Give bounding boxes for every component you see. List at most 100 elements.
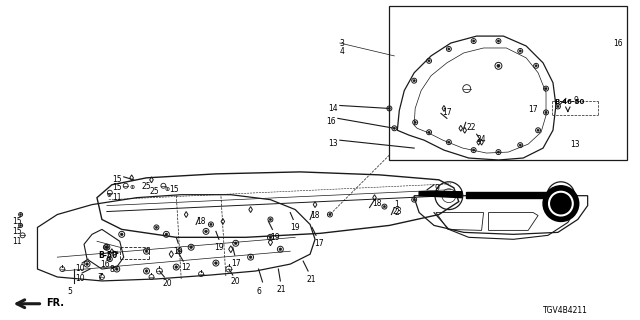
- Text: 17: 17: [314, 239, 324, 248]
- Circle shape: [249, 256, 252, 259]
- Circle shape: [543, 186, 579, 221]
- Circle shape: [497, 151, 500, 153]
- Circle shape: [269, 236, 272, 239]
- Text: 15: 15: [13, 228, 22, 236]
- Circle shape: [413, 198, 415, 201]
- Text: 4: 4: [340, 47, 345, 56]
- Text: 23: 23: [392, 207, 402, 216]
- Circle shape: [557, 105, 559, 108]
- Circle shape: [210, 223, 212, 226]
- Circle shape: [497, 64, 500, 68]
- Text: 2: 2: [394, 208, 399, 217]
- Text: 17: 17: [231, 259, 241, 268]
- Circle shape: [190, 246, 193, 249]
- Text: 16: 16: [613, 39, 623, 48]
- Text: 10: 10: [75, 274, 84, 283]
- Text: 5: 5: [67, 287, 72, 296]
- Text: 16: 16: [326, 117, 335, 126]
- Text: 6: 6: [257, 287, 261, 296]
- Circle shape: [269, 218, 271, 220]
- Circle shape: [472, 40, 475, 42]
- Text: 19: 19: [214, 243, 223, 252]
- Circle shape: [120, 233, 123, 236]
- Text: TGV4B4211: TGV4B4211: [543, 306, 588, 315]
- Text: 21: 21: [276, 285, 286, 294]
- Text: 18: 18: [196, 217, 205, 226]
- Circle shape: [105, 246, 107, 248]
- Text: 15: 15: [112, 175, 122, 184]
- Circle shape: [535, 65, 537, 67]
- Circle shape: [145, 250, 148, 252]
- Circle shape: [175, 266, 177, 268]
- Text: 24: 24: [477, 135, 486, 144]
- Text: 20: 20: [231, 277, 241, 286]
- Circle shape: [393, 127, 396, 129]
- Circle shape: [329, 213, 331, 216]
- Circle shape: [20, 225, 22, 226]
- Text: 18: 18: [310, 211, 319, 220]
- Text: 25: 25: [150, 187, 159, 196]
- Text: 25: 25: [141, 182, 151, 191]
- Text: 21: 21: [306, 275, 316, 284]
- Text: 1: 1: [394, 200, 399, 209]
- Circle shape: [106, 246, 108, 249]
- Circle shape: [519, 144, 522, 146]
- Circle shape: [214, 262, 217, 264]
- Text: 14: 14: [328, 105, 337, 114]
- Text: 3: 3: [340, 39, 345, 48]
- Text: 19: 19: [173, 247, 183, 256]
- Text: 8: 8: [110, 265, 115, 274]
- Text: 18: 18: [372, 199, 382, 208]
- Text: 15: 15: [13, 218, 22, 227]
- Circle shape: [115, 268, 118, 270]
- Circle shape: [519, 50, 522, 52]
- Circle shape: [20, 214, 22, 215]
- Text: ⊕: ⊕: [164, 187, 170, 192]
- Circle shape: [156, 226, 157, 228]
- Text: 9: 9: [434, 184, 439, 193]
- Circle shape: [145, 270, 148, 272]
- Polygon shape: [466, 192, 553, 198]
- Circle shape: [414, 121, 416, 124]
- Text: B-50: B-50: [98, 251, 117, 260]
- Circle shape: [413, 80, 415, 82]
- Text: 19: 19: [271, 233, 280, 242]
- Text: 11: 11: [13, 237, 22, 246]
- Text: 22: 22: [467, 123, 476, 132]
- Circle shape: [448, 48, 450, 50]
- Text: 17: 17: [442, 108, 452, 117]
- Text: 12: 12: [181, 263, 191, 272]
- Text: ⊕: ⊕: [107, 193, 111, 198]
- Circle shape: [234, 242, 237, 244]
- Circle shape: [448, 141, 450, 143]
- Circle shape: [178, 250, 180, 252]
- Circle shape: [279, 248, 282, 251]
- Circle shape: [109, 258, 111, 260]
- Text: 9: 9: [574, 96, 579, 105]
- Circle shape: [537, 129, 540, 132]
- Text: 16: 16: [100, 260, 109, 269]
- Text: 15: 15: [170, 185, 179, 194]
- Text: 20: 20: [163, 279, 172, 288]
- Text: 17: 17: [528, 106, 538, 115]
- Circle shape: [545, 87, 547, 90]
- Circle shape: [165, 233, 168, 236]
- Text: 13: 13: [570, 140, 579, 149]
- Text: ⊕: ⊕: [130, 185, 135, 190]
- Text: 10: 10: [75, 264, 84, 273]
- Circle shape: [428, 60, 430, 62]
- Text: 19: 19: [291, 223, 300, 232]
- Circle shape: [497, 40, 500, 42]
- Circle shape: [205, 230, 207, 233]
- Circle shape: [545, 111, 547, 114]
- Text: 15: 15: [112, 183, 122, 192]
- Text: 7: 7: [97, 273, 102, 282]
- Text: B-46-50: B-46-50: [554, 99, 584, 105]
- Circle shape: [388, 107, 390, 109]
- Text: 11: 11: [112, 193, 122, 202]
- Circle shape: [472, 149, 475, 151]
- Text: FR.: FR.: [46, 298, 65, 308]
- Circle shape: [383, 205, 385, 208]
- Text: 13: 13: [328, 139, 337, 148]
- Circle shape: [86, 263, 88, 265]
